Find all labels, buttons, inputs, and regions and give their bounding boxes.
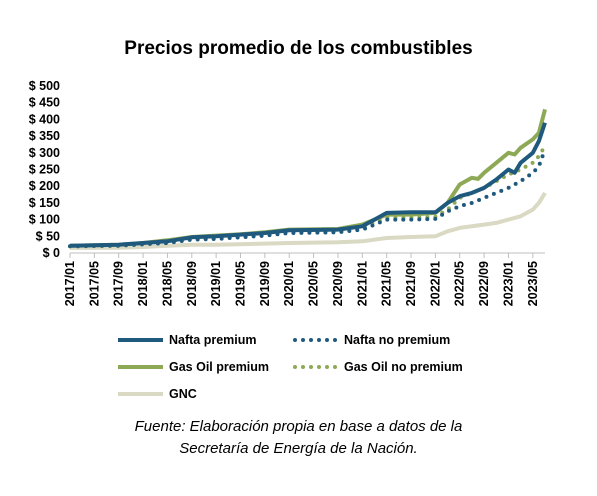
x-tick-label: 2018/09 [185, 261, 199, 306]
source-line: Fuente: Elaboración propia en base a dat… [134, 418, 463, 435]
x-tick-label: 2020/09 [331, 261, 345, 306]
y-tick-label: $ 50 [36, 229, 60, 243]
x-tick-label: 2017/01 [63, 261, 77, 306]
legend-label: Nafta no premium [344, 333, 451, 347]
x-tick-label: 2017/05 [87, 261, 101, 306]
y-tick-label: $ 0 [43, 246, 60, 260]
legend-swatch-gas-oil-premium [118, 365, 163, 369]
series-line-gnc [69, 191, 547, 250]
x-tick-label: 2023/05 [526, 261, 540, 306]
y-axis: $ 0 $ 50 $ 100 $ 150 $ 200 $ 250 $ 300 $ 350 $ 4… [29, 79, 60, 260]
legend-swatch-nafta-no-premium [293, 338, 338, 342]
legend-swatch-gnc [118, 392, 163, 396]
source-note: Fuente: Elaboración propia en base a dat… [0, 416, 597, 460]
y-tick-label: $ 150 [29, 196, 60, 210]
y-tick-label: $ 450 [29, 96, 60, 110]
y-tick-label: $ 100 [29, 213, 60, 227]
x-tick-label: 2019/09 [258, 261, 272, 306]
x-tick-label: 2018/05 [160, 261, 174, 306]
x-tick-label: 2021/05 [380, 261, 394, 306]
x-tick-label: 2022/01 [428, 261, 442, 306]
series-layer [68, 108, 547, 250]
legend-label: Gas Oil no premium [344, 360, 463, 374]
y-tick-label: $ 300 [29, 146, 60, 160]
chart-title: Precios promedio de los combustibles [124, 38, 473, 59]
y-tick-label: $ 400 [29, 112, 60, 126]
legend-swatch-nafta-premium [118, 338, 163, 342]
x-tick-label: 2018/01 [136, 261, 150, 306]
legend-swatch-gas-oil-no-premium [293, 365, 338, 369]
x-tick-label: 2020/01 [282, 261, 296, 306]
x-axis: 2017/01 2017/05 2017/09 2018/01 2018/05 2018/… [63, 252, 545, 306]
x-tick-label: 2019/01 [209, 261, 223, 306]
series-line-nafta-no-premium [68, 147, 547, 249]
y-tick-label: $ 500 [29, 79, 60, 93]
legend-label: GNC [169, 387, 197, 401]
x-tick-label: 2019/05 [234, 261, 248, 306]
x-tick-label: 2020/05 [307, 261, 321, 306]
legend-label: Nafta premium [169, 333, 257, 347]
legend-item-nafta-no-premium: Nafta no premium [293, 333, 450, 347]
y-tick-label: $ 200 [29, 179, 60, 193]
y-tick-label: $ 350 [29, 129, 60, 143]
legend-item-gnc: GNC [118, 387, 197, 401]
x-tick-label: 2021/09 [404, 261, 418, 306]
x-tick-label: 2022/05 [453, 261, 467, 306]
legend-item-gas-oil-premium: Gas Oil premium [118, 360, 269, 374]
y-tick-label: $ 250 [29, 163, 60, 177]
x-tick-label: 2021/01 [355, 261, 369, 306]
x-tick-label: 2017/09 [112, 261, 126, 306]
x-tick-label: 2022/09 [477, 261, 491, 306]
legend-label: Gas Oil premium [169, 360, 270, 374]
x-tick-label: 2023/01 [501, 261, 515, 306]
series-line-nafta-premium [69, 122, 547, 248]
legend-item-gas-oil-no-premium: Gas Oil no premium [293, 360, 463, 374]
source-line: Secretaría de Energía de la Nación. [179, 440, 418, 457]
legend-item-nafta-premium: Nafta premium [118, 333, 257, 347]
